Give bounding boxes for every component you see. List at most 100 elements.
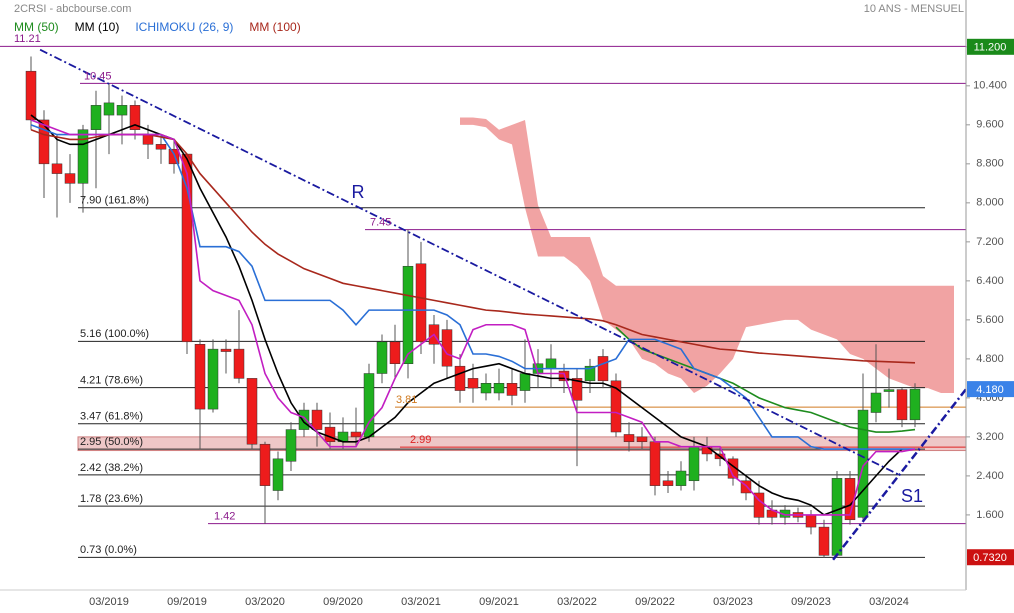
candle-body [688, 446, 700, 482]
ichimoku-cloud [460, 117, 954, 394]
x-tick-label: 03/2021 [401, 596, 441, 608]
candle-body [896, 389, 908, 421]
candle-body [168, 148, 180, 165]
candle-body [376, 341, 388, 374]
candle-body [493, 383, 505, 394]
legend-entry: ICHIMOKU (26, 9) [135, 20, 233, 34]
candle-body [64, 173, 76, 184]
candle-body [259, 443, 271, 486]
fib-label: 2.95 (50.0%) [80, 436, 143, 448]
candle-body [155, 144, 167, 150]
price-tag-label: 0.7320 [973, 552, 1007, 564]
x-tick-label: 03/2024 [869, 596, 909, 608]
candle-body [38, 119, 50, 165]
candle-body [649, 441, 661, 486]
level-label: 1.42 [214, 511, 235, 523]
candle-body [324, 426, 336, 443]
candle-body [636, 436, 648, 443]
candle-body [818, 526, 830, 556]
x-tick-label: 09/2019 [167, 596, 207, 608]
candle-body [246, 378, 258, 445]
candle-body [480, 383, 492, 394]
price-tag [967, 381, 1014, 398]
candle-body [51, 163, 63, 174]
period: 10 ANS - MENSUEL [864, 3, 964, 15]
y-tick-label: 5.600 [976, 314, 1004, 326]
candle-body [506, 383, 518, 396]
legend-entry: MM (100) [249, 20, 300, 34]
x-tick-label: 03/2019 [89, 596, 129, 608]
fib-label: 5.16 (100.0%) [80, 328, 149, 340]
y-tick-label: 1.600 [976, 509, 1004, 521]
candle-body [194, 343, 206, 410]
candle-body [207, 348, 219, 410]
candle-body [584, 365, 596, 382]
candle-body [389, 341, 401, 365]
candle-body [909, 388, 921, 421]
plot-area [0, 45, 966, 561]
indicator-line [30, 124, 915, 450]
candle-body [311, 409, 323, 430]
candle-body [831, 478, 843, 556]
candle-body [129, 105, 141, 130]
indicator-line [30, 128, 916, 364]
level-label: 3.81 [396, 394, 417, 406]
y-tick-label: 10.400 [973, 80, 1007, 92]
overlay: 7.90 (161.8%) 5.16 (100.0%) 4.21 (78.6%) 3.… [14, 20, 1014, 608]
y-tick-label: 8.000 [976, 197, 1004, 209]
y-tick-label: 3.200 [976, 431, 1004, 443]
candle-body [870, 392, 882, 413]
level-label: 2.99 [410, 434, 431, 446]
candle-body [103, 102, 115, 116]
candle-body [272, 458, 284, 491]
trendline-label: S1 [901, 486, 923, 506]
fib-label: 3.47 (61.8%) [80, 411, 143, 423]
candle-body [298, 409, 310, 430]
candle-body [727, 458, 739, 479]
candle-body [220, 348, 232, 352]
candle-body [233, 348, 245, 379]
fib-label: 4.21 (78.6%) [80, 375, 143, 387]
indicator-line [30, 119, 916, 516]
candle-body [740, 480, 752, 494]
candle-body [883, 389, 895, 392]
y-tick-label: 8.800 [976, 158, 1004, 170]
candle-body [857, 409, 869, 518]
candle-body [571, 378, 583, 401]
x-tick-label: 09/2022 [635, 596, 675, 608]
candle-body [454, 365, 466, 391]
candle-body [623, 434, 635, 443]
y-tick-label: 2.400 [976, 470, 1004, 482]
candle-body [519, 373, 531, 391]
candle-body [597, 356, 609, 382]
level-label: 7.45 [370, 217, 391, 229]
candle-body [753, 492, 765, 518]
y-tick-label: 4.800 [976, 353, 1004, 365]
price-tag-label: 11.200 [974, 42, 1007, 54]
price-tag [967, 38, 1014, 55]
candle-body [350, 431, 362, 438]
candle-body [415, 263, 427, 343]
candle-body [77, 129, 89, 184]
candle-body [25, 70, 37, 121]
y-tick-label: 9.600 [976, 119, 1004, 131]
fib-label: 2.42 (38.2%) [80, 462, 143, 474]
y-tick-label: 7.200 [976, 236, 1004, 248]
indicator-line [615, 326, 916, 433]
trendline-label: R [352, 182, 365, 202]
fib-label: 0.73 (0.0%) [80, 544, 137, 556]
trendline [832, 387, 966, 561]
candle-body [402, 265, 414, 365]
candle-body [662, 480, 674, 486]
fib-label: 1.78 (23.6%) [80, 493, 143, 505]
source: 2CRSI - abcbourse.com [14, 3, 131, 15]
candle-body [701, 446, 713, 455]
x-tick-label: 09/2021 [479, 596, 519, 608]
x-tick-label: 09/2020 [323, 596, 363, 608]
legend-entry: MM (50) [14, 20, 59, 34]
candle-body [181, 153, 193, 343]
candle-body [90, 105, 102, 130]
candle-body [467, 378, 479, 389]
level-label: 10.45 [84, 70, 112, 82]
